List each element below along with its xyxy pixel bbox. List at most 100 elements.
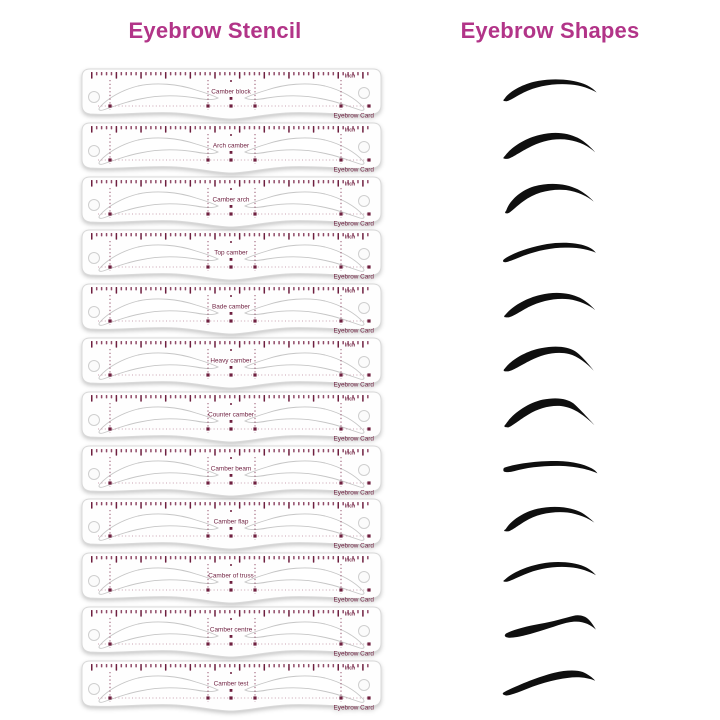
guide-square-marker (229, 211, 233, 216)
guide-square-marker (253, 480, 257, 485)
guide-square-marker (206, 427, 210, 431)
guide-square-marker (206, 480, 210, 485)
brand-label: Eyebrow Card (334, 489, 375, 496)
eyebrow-silhouette-path (503, 561, 596, 582)
guide-square-marker (229, 265, 233, 269)
guide-square-marker (108, 211, 112, 216)
stencil-card-body (81, 337, 382, 389)
stencil-card-body (81, 283, 382, 335)
guide-square-marker (206, 158, 210, 162)
brand-label: Eyebrow Card (334, 704, 375, 711)
brand-label: Eyebrow Card (334, 220, 375, 227)
stencil-card-body (81, 445, 382, 497)
left-hole (88, 252, 100, 265)
right-hole (358, 248, 370, 261)
stencil-card: Heavy camber Inch Eyebrow Card (78, 335, 385, 392)
ruler-unit-label: Inch (345, 665, 355, 671)
guide-square-marker (229, 319, 233, 323)
guide-square-marker (253, 319, 257, 323)
left-hole (88, 629, 100, 641)
guide-square-marker (367, 158, 371, 162)
ruler-scale (91, 287, 369, 294)
eyebrow-cutouts (98, 191, 365, 219)
ruler-unit-label: Inch (345, 235, 355, 241)
guide-square-marker (206, 319, 210, 323)
eyebrow-shape-peak-steep-tail (499, 395, 601, 432)
eyebrow-silhouette-path (503, 346, 594, 371)
eyebrow-cutouts (98, 675, 365, 703)
eyebrow-silhouette-path (502, 669, 596, 695)
left-hole (88, 467, 100, 480)
guide-square-marker (339, 480, 343, 485)
eyebrow-shape-medium-arc (499, 288, 601, 325)
center-dot-below-label (229, 527, 233, 531)
guide-square-marker (339, 427, 343, 431)
guide-square-marker (367, 642, 371, 646)
brand-label: Eyebrow Card (334, 113, 375, 120)
eyebrow-cutouts (98, 83, 365, 111)
center-dot-below-label (229, 150, 233, 154)
center-dot-below-label (229, 419, 233, 423)
ruler-scale (91, 233, 369, 240)
right-hole (358, 356, 370, 368)
left-hole (88, 144, 100, 157)
left-hole (88, 682, 100, 695)
right-hole (358, 463, 370, 476)
stencil-shape-label: Heavy camber (210, 358, 252, 365)
center-dot-below-label (229, 204, 233, 208)
guide-square-marker (339, 104, 343, 108)
right-hole (358, 517, 370, 530)
stencil-card-body (81, 391, 382, 443)
guide-square-marker (229, 696, 233, 700)
center-dot-top (230, 295, 232, 298)
stencil-card-body (81, 552, 382, 604)
left-hole (88, 306, 100, 319)
guide-square-marker (108, 588, 112, 592)
guide-square-marker (206, 588, 210, 592)
guide-square-marker (367, 427, 371, 431)
guide-square-marker (253, 104, 257, 108)
guide-square-marker (339, 265, 343, 269)
left-hole (88, 413, 100, 426)
stencil-card: Camber flap Inch Eyebrow Card (78, 496, 385, 553)
guide-square-marker (367, 211, 371, 216)
ruler-unit-label: Inch (345, 504, 355, 510)
stencil-shape-label: Camber of truss (208, 573, 253, 580)
stencil-shape-label: Camber block (211, 89, 251, 96)
center-dot-top (230, 241, 232, 244)
brand-label: Eyebrow Card (334, 166, 375, 173)
guide-square-marker (108, 696, 112, 700)
eyebrow-shape-slim-arc (499, 556, 601, 593)
ruler-scale (91, 125, 369, 133)
brand-label: Eyebrow Card (334, 597, 375, 604)
eyebrow-silhouette-path (505, 183, 594, 214)
center-dot-below-label (229, 258, 233, 262)
center-dot-top (230, 671, 232, 674)
left-hole (88, 91, 100, 103)
stencil-card-body (81, 176, 382, 228)
eyebrow-shape-flat-straight (499, 449, 601, 486)
guide-square-marker (367, 480, 371, 485)
eyebrow-cutouts (98, 352, 365, 380)
center-dot-below-label (229, 688, 233, 692)
guide-square-marker (339, 211, 343, 216)
guide-square-marker (339, 642, 343, 646)
eyebrow-silhouette-path (503, 132, 596, 159)
guide-square-marker (253, 265, 257, 269)
eyebrow-cutouts (98, 567, 365, 595)
stencil-card-body (81, 68, 382, 120)
center-dot-below-label (229, 366, 233, 369)
stencil-card-body (81, 660, 382, 712)
right-hole (358, 140, 370, 153)
stencil-card: Counter camber Inch Eyebrow Card (78, 389, 385, 446)
center-dot-below-label (229, 312, 233, 315)
guide-square-marker (253, 642, 257, 646)
eyebrow-cutouts (98, 244, 365, 273)
guide-square-marker (339, 696, 343, 700)
brand-label: Eyebrow Card (334, 328, 375, 335)
center-dot-below-label (229, 97, 233, 100)
ruler-scale (91, 610, 369, 617)
stencil-card: Camber test Inch Eyebrow Card (78, 658, 385, 715)
center-dot-top (230, 349, 232, 351)
left-hole (88, 575, 100, 588)
